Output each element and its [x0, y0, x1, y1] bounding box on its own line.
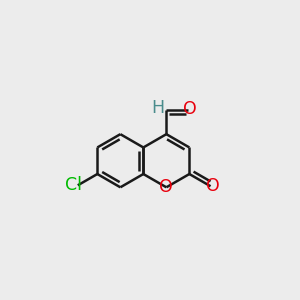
Text: O: O: [206, 177, 219, 195]
Text: O: O: [160, 178, 173, 196]
Text: O: O: [183, 100, 197, 118]
Text: Cl: Cl: [65, 176, 82, 194]
Text: H: H: [151, 99, 164, 117]
